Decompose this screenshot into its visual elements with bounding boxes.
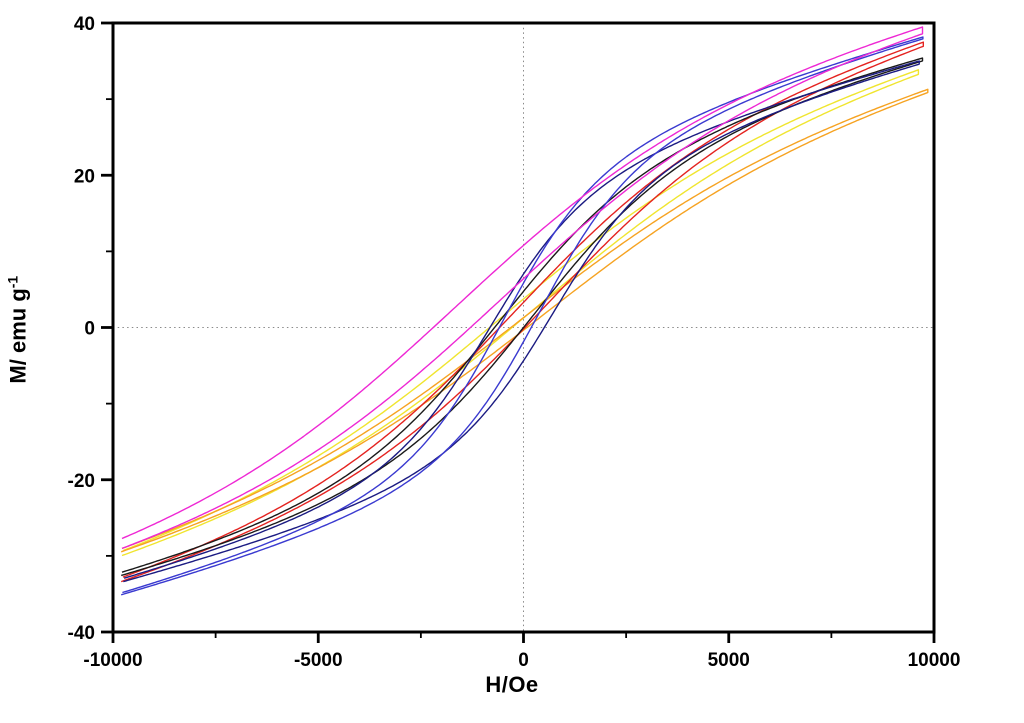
- x-tick-label: 10000: [908, 650, 961, 671]
- x-axis-label: H/Oe: [485, 672, 539, 697]
- curve-sample-orange: [120, 88, 929, 553]
- curve-sample-red: [120, 41, 924, 583]
- y-tick-label: -20: [68, 471, 95, 492]
- x-tick-label: 5000: [708, 650, 750, 671]
- curve-sample-navy: [123, 60, 920, 583]
- y-tick-label: 20: [74, 166, 95, 187]
- y-axis-label: M/ emu g-1: [4, 170, 31, 490]
- curve-sample-black: [121, 57, 924, 577]
- y-axis-label-text: M/ emu g: [5, 288, 31, 384]
- curve-sample-yellow: [121, 69, 920, 557]
- y-tick-label: 0: [84, 319, 95, 340]
- x-tick-label: -5000: [294, 650, 343, 671]
- x-tick-label: -10000: [83, 650, 142, 671]
- y-tick-label: -40: [68, 623, 95, 644]
- x-tick-label: 0: [518, 650, 529, 671]
- y-tick-label: 40: [74, 14, 95, 35]
- y-axis-label-exponent: -1: [4, 275, 21, 289]
- curve-sample-blue: [121, 36, 924, 596]
- curve-sample-magenta: [121, 26, 924, 550]
